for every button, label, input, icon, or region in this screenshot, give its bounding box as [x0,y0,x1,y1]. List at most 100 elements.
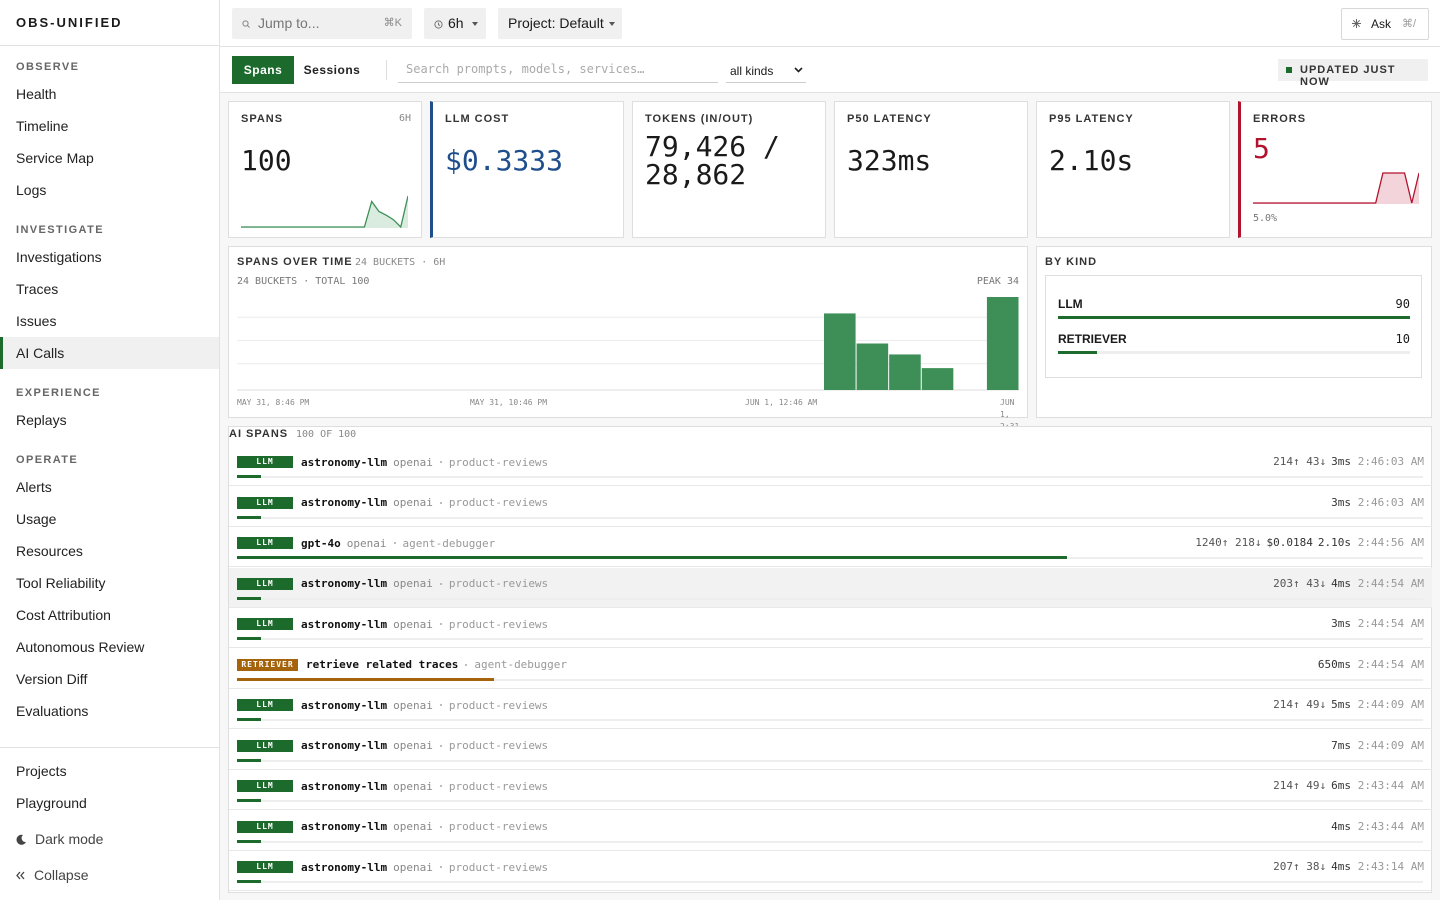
status-dot [1286,67,1292,73]
nav-item[interactable]: Version Diff [16,671,88,687]
nav-item[interactable]: Issues [16,313,57,329]
provider: openai [393,455,433,469]
span-row[interactable]: LLM astronomy-llm openai product-reviews 3ms… [229,608,1432,648]
duration-track [237,759,1423,762]
x-axis-label: JUN 1, 2:31 AM [1000,398,1020,443]
kind-name: LLM [1058,297,1083,311]
service: agent-debugger [402,536,496,550]
nav-item[interactable]: Playground [16,795,87,811]
span-row[interactable]: LLM astronomy-llm openai product-reviews 214… [229,689,1432,729]
range-picker[interactable]: 6h [424,8,486,39]
kpi-card: P95 LATENCY 2.10s [1036,101,1230,238]
span-row[interactable]: LLM astronomy-llm openai product-reviews 203… [229,567,1432,608]
project-picker[interactable]: Project: Default [498,8,622,39]
chart-title: SPANS OVER TIME [237,256,353,268]
kind-count: 10 [1395,332,1410,346]
provider: openai [393,779,433,793]
kind-badge: LLM [237,820,293,833]
nav-item[interactable]: Tool Reliability [16,575,106,591]
section-title: INVESTIGATE [16,224,104,236]
range-value: 6h [448,15,464,31]
bar [889,354,921,390]
kpi-card: SPANS 6H 100 [228,101,422,238]
nav-item[interactable]: Evaluations [16,703,89,719]
span-row[interactable]: RETRIEVER retrieve related traces agent-de… [229,649,1432,689]
kpi-value: 79,426 / 28,862 [645,130,780,191]
kpi-value: 2.10s [1049,144,1134,177]
nav-item[interactable]: Timeline [16,118,69,134]
nav-item[interactable]: Cost Attribution [16,607,111,623]
span-meta: 7ms 2:44:09 AM [929,739,1424,753]
sparkline-area [241,196,408,228]
kpi-card: P50 LATENCY 323ms [834,101,1028,238]
kpi-card: LLM COST $0.3333 [430,101,624,238]
dark-mode-toggle[interactable]: Dark mode [0,823,219,855]
nav-item[interactable]: Investigations [16,249,102,265]
collapse-button[interactable]: Collapse [0,859,219,891]
nav-item[interactable]: AI Calls [0,337,219,369]
tokens: 214↑ 49↓ [1273,698,1327,711]
chevron [20,871,25,880]
span-row[interactable]: LLM astronomy-llm openai product-reviews 214… [229,446,1432,486]
nav-item[interactable]: Autonomous Review [16,639,145,655]
duration-bar [237,556,1068,559]
nav-item[interactable]: Logs [16,182,47,198]
nav-item[interactable]: Projects [16,763,67,779]
span-row[interactable]: LLM gpt-4o openai agent-debugger 1240↑ 218↓ $… [229,527,1432,567]
kpi-label: LLM COST [445,113,510,125]
nav-item[interactable]: Service Map [16,150,94,166]
nav-item[interactable]: Usage [16,511,57,527]
kpi-label: TOKENS (IN/OUT) [645,113,754,125]
span-main: LLM astronomy-llm openai product-reviews [237,739,1137,753]
timeline-panel: SPANS OVER TIME 24 BUCKETS · 6H 24 BUCKETS… [228,246,1028,443]
nav-item[interactable]: Resources [16,543,83,559]
search-input[interactable]: Search prompts, models, services… [398,57,718,83]
ask-button[interactable]: Ask ⌘/ [1341,8,1429,40]
span-main: LLM astronomy-llm openai product-reviews [237,455,1137,469]
provider: openai [393,739,433,752]
span-row[interactable]: LLM astronomy-llm openai product-reviews 3ms… [229,487,1432,527]
kind-bar [1058,316,1410,319]
dark-mode-label: Dark mode [35,831,104,847]
timestamp: 2:44:54 AM [1357,617,1424,630]
span-row[interactable]: LLM astronomy-llm openai product-reviews 214… [229,770,1432,810]
jump-to[interactable]: Jump to... ⌘K [232,8,412,39]
kind-track [1058,316,1410,319]
separator-dot [439,623,442,625]
nav-item[interactable]: Alerts [16,479,52,495]
span-name: astronomy-llm [301,820,388,833]
kpi-label: P50 LATENCY [847,113,932,125]
bar [921,368,954,390]
ask-icon [1352,19,1361,28]
project-name: Project: Default [508,15,604,31]
service: product-reviews [448,779,549,793]
span-row[interactable]: LLM astronomy-llm openai product-reviews 207… [229,851,1432,891]
span-main: LLM astronomy-llm openai product-reviews [237,820,1137,834]
tokens: 1240↑ 218↓ [1195,536,1262,549]
service: product-reviews [448,860,549,874]
span-row[interactable]: LLM astronomy-llm openai product-reviews 4ms… [229,811,1432,851]
tab[interactable]: Sessions [303,63,361,77]
nav-item[interactable]: Replays [16,412,67,428]
span-meta: 207↑ 38↓ 4ms 2:43:14 AM [929,860,1424,874]
brand: OBS-UNIFIED [0,0,219,46]
sparkline-line [1253,172,1419,204]
duration: 4ms [1331,860,1351,873]
nav-item[interactable]: Health [16,86,57,102]
shortcut: ⌘K [383,17,402,29]
spans-panel: AI SPANS 100 OF 100 LLM astronomy-llm openai… [228,426,1432,893]
span-row[interactable]: LLM astronomy-llm openai product-reviews 7ms… [229,730,1432,770]
kind-badge: LLM [237,537,293,549]
kind-select[interactable]: all kinds [726,57,806,83]
duration-bar [237,475,261,478]
duration: 7ms [1331,738,1351,752]
nav-item[interactable]: Traces [16,281,59,297]
service: product-reviews [448,577,549,590]
span-main: LLM gpt-4o openai agent-debugger [237,536,1137,550]
sparkline-line [241,195,408,228]
span-main: LLM astronomy-llm openai product-reviews [237,779,1137,793]
separator-dot [439,825,442,828]
tab[interactable]: Spans [232,56,294,84]
x-axis-label: MAY 31, 8:46 PM [237,398,310,407]
provider: openai [393,496,433,509]
